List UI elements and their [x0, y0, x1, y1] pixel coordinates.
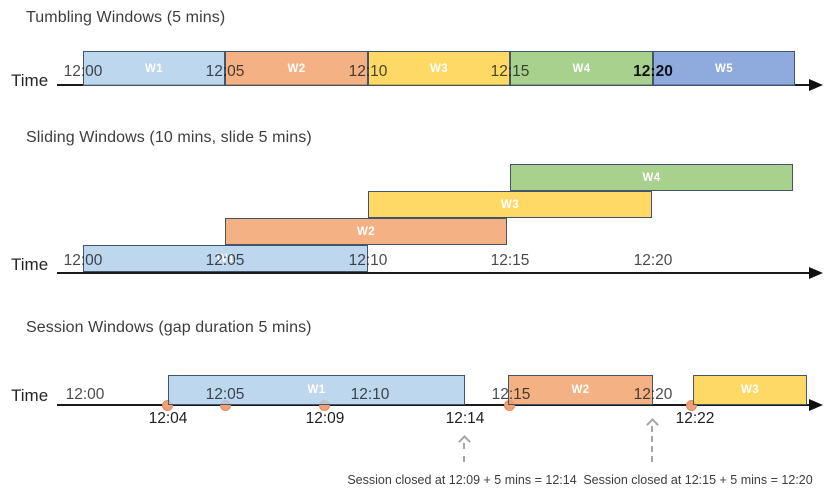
- tick-label: 12:20: [633, 63, 673, 80]
- window-label: W4: [572, 62, 591, 75]
- tick-label: 12:05: [205, 252, 245, 269]
- tick-label: 12:15: [491, 386, 531, 403]
- session-annotation: Session closed at 12:15 + 5 mins = 12:20: [583, 473, 813, 487]
- event-dot: [686, 400, 697, 411]
- session-window-w2: W2: [508, 375, 653, 405]
- tumbling-window-w5: W5: [653, 51, 795, 86]
- tick-label: 12:15: [490, 63, 530, 80]
- window-label: W2: [356, 225, 376, 238]
- tick-label: 12:10: [348, 63, 388, 80]
- axis-arrowhead-icon: [809, 79, 823, 91]
- window-label: W3: [740, 384, 760, 396]
- tick-label: 12:20: [633, 252, 673, 269]
- sliding-window-w1: W1: [83, 245, 368, 272]
- event-time-label: 12:22: [675, 410, 715, 427]
- tick-label: 12:00: [65, 386, 105, 403]
- sliding-window-w3: W3: [368, 191, 652, 218]
- tick-label: 12:10: [350, 386, 390, 403]
- session-window-w1: W1: [168, 375, 465, 405]
- window-label: W5: [714, 62, 734, 75]
- sliding-title: Sliding Windows (10 mins, slide 5 mins): [26, 129, 312, 146]
- tick-label: 12:05: [205, 386, 245, 403]
- tumbling-window-w2: W2: [225, 51, 368, 86]
- tumbling-title: Tumbling Windows (5 mins): [26, 9, 226, 26]
- session-title: Session Windows (gap duration 5 mins): [26, 319, 312, 336]
- window-label: W3: [500, 198, 520, 211]
- dashed-arrow: [651, 426, 653, 462]
- window-label: W1: [216, 252, 235, 265]
- tick-label: 12:05: [205, 63, 245, 80]
- axis-arrowhead-icon: [809, 267, 823, 279]
- window-label: W3: [429, 62, 449, 75]
- time-axis-label: Time: [11, 71, 49, 90]
- window-label: W4: [642, 171, 661, 184]
- tumbling-window-w1: W1: [83, 51, 225, 86]
- sliding-window-w2: W2: [225, 218, 507, 245]
- time-axis-label: Time: [11, 386, 49, 405]
- tick-label: 12:10: [348, 252, 388, 269]
- tumbling-window-w4: W4: [510, 51, 653, 86]
- sliding-window-w4: W4: [510, 164, 793, 191]
- window-label: W1: [144, 62, 164, 75]
- event-time-label: 12:09: [305, 410, 345, 427]
- dashed-arrow: [463, 443, 465, 462]
- tick-label: 12:00: [63, 252, 103, 269]
- window-label: W1: [307, 384, 326, 396]
- time-axis-line: [57, 272, 809, 274]
- tick-label: 12:20: [633, 386, 673, 403]
- tick-label: 12:15: [490, 252, 530, 269]
- time-axis-label: Time: [11, 255, 49, 274]
- tumbling-window-w3: W3: [368, 51, 510, 86]
- event-time-label: 12:14: [445, 410, 485, 427]
- window-label: W2: [571, 384, 590, 396]
- axis-arrowhead-icon: [809, 399, 823, 411]
- event-time-label: 12:04: [148, 410, 188, 427]
- session-annotation: Session closed at 12:09 + 5 mins = 12:14: [347, 473, 577, 487]
- event-dot: [162, 400, 173, 411]
- tick-label: 12:00: [63, 63, 103, 80]
- window-label: W2: [287, 62, 306, 75]
- time-axis-line: [57, 404, 809, 406]
- session-window-w3: W3: [693, 375, 807, 405]
